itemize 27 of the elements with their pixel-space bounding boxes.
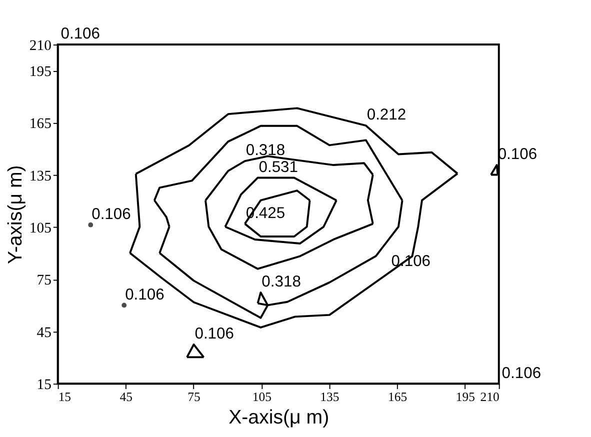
- text: 0.106: [60, 26, 100, 43]
- annotation: 0.106: [92, 206, 132, 223]
- y-tick-label: 210: [29, 38, 52, 54]
- x-tick-label: 15: [58, 390, 72, 404]
- text: 0.106: [502, 364, 542, 382]
- y-tick-label: 195: [29, 64, 52, 80]
- annotation: 0.531: [258, 158, 298, 176]
- x-tick-label: 45: [120, 390, 133, 404]
- annotation: 0.106: [125, 286, 165, 304]
- x-tick-label: 195: [456, 390, 475, 404]
- x-tick-label: 105: [252, 390, 272, 404]
- y-tick-label: 165: [29, 116, 52, 132]
- y-tick-label: 105: [29, 220, 52, 237]
- x-tick-label: 210: [480, 390, 500, 404]
- annotation: 0.318: [262, 274, 302, 291]
- y-tick-label: 45: [36, 324, 52, 341]
- x-tick-label: 165: [388, 390, 408, 404]
- annotation: 0.212: [366, 106, 406, 124]
- y-tick-label: 75: [36, 272, 52, 289]
- x-axis-title: X-axis(μ m): [228, 406, 330, 428]
- annotation: 0.106: [194, 326, 234, 343]
- y-axis-title: Y-axis(μ m): [4, 165, 27, 264]
- y-tick-label: 135: [29, 168, 52, 184]
- x-tick-label: 135: [320, 390, 340, 404]
- y-tick-label: 15: [36, 377, 52, 394]
- annotation: 0.318: [246, 142, 286, 160]
- x-tick-label: 75: [188, 390, 200, 404]
